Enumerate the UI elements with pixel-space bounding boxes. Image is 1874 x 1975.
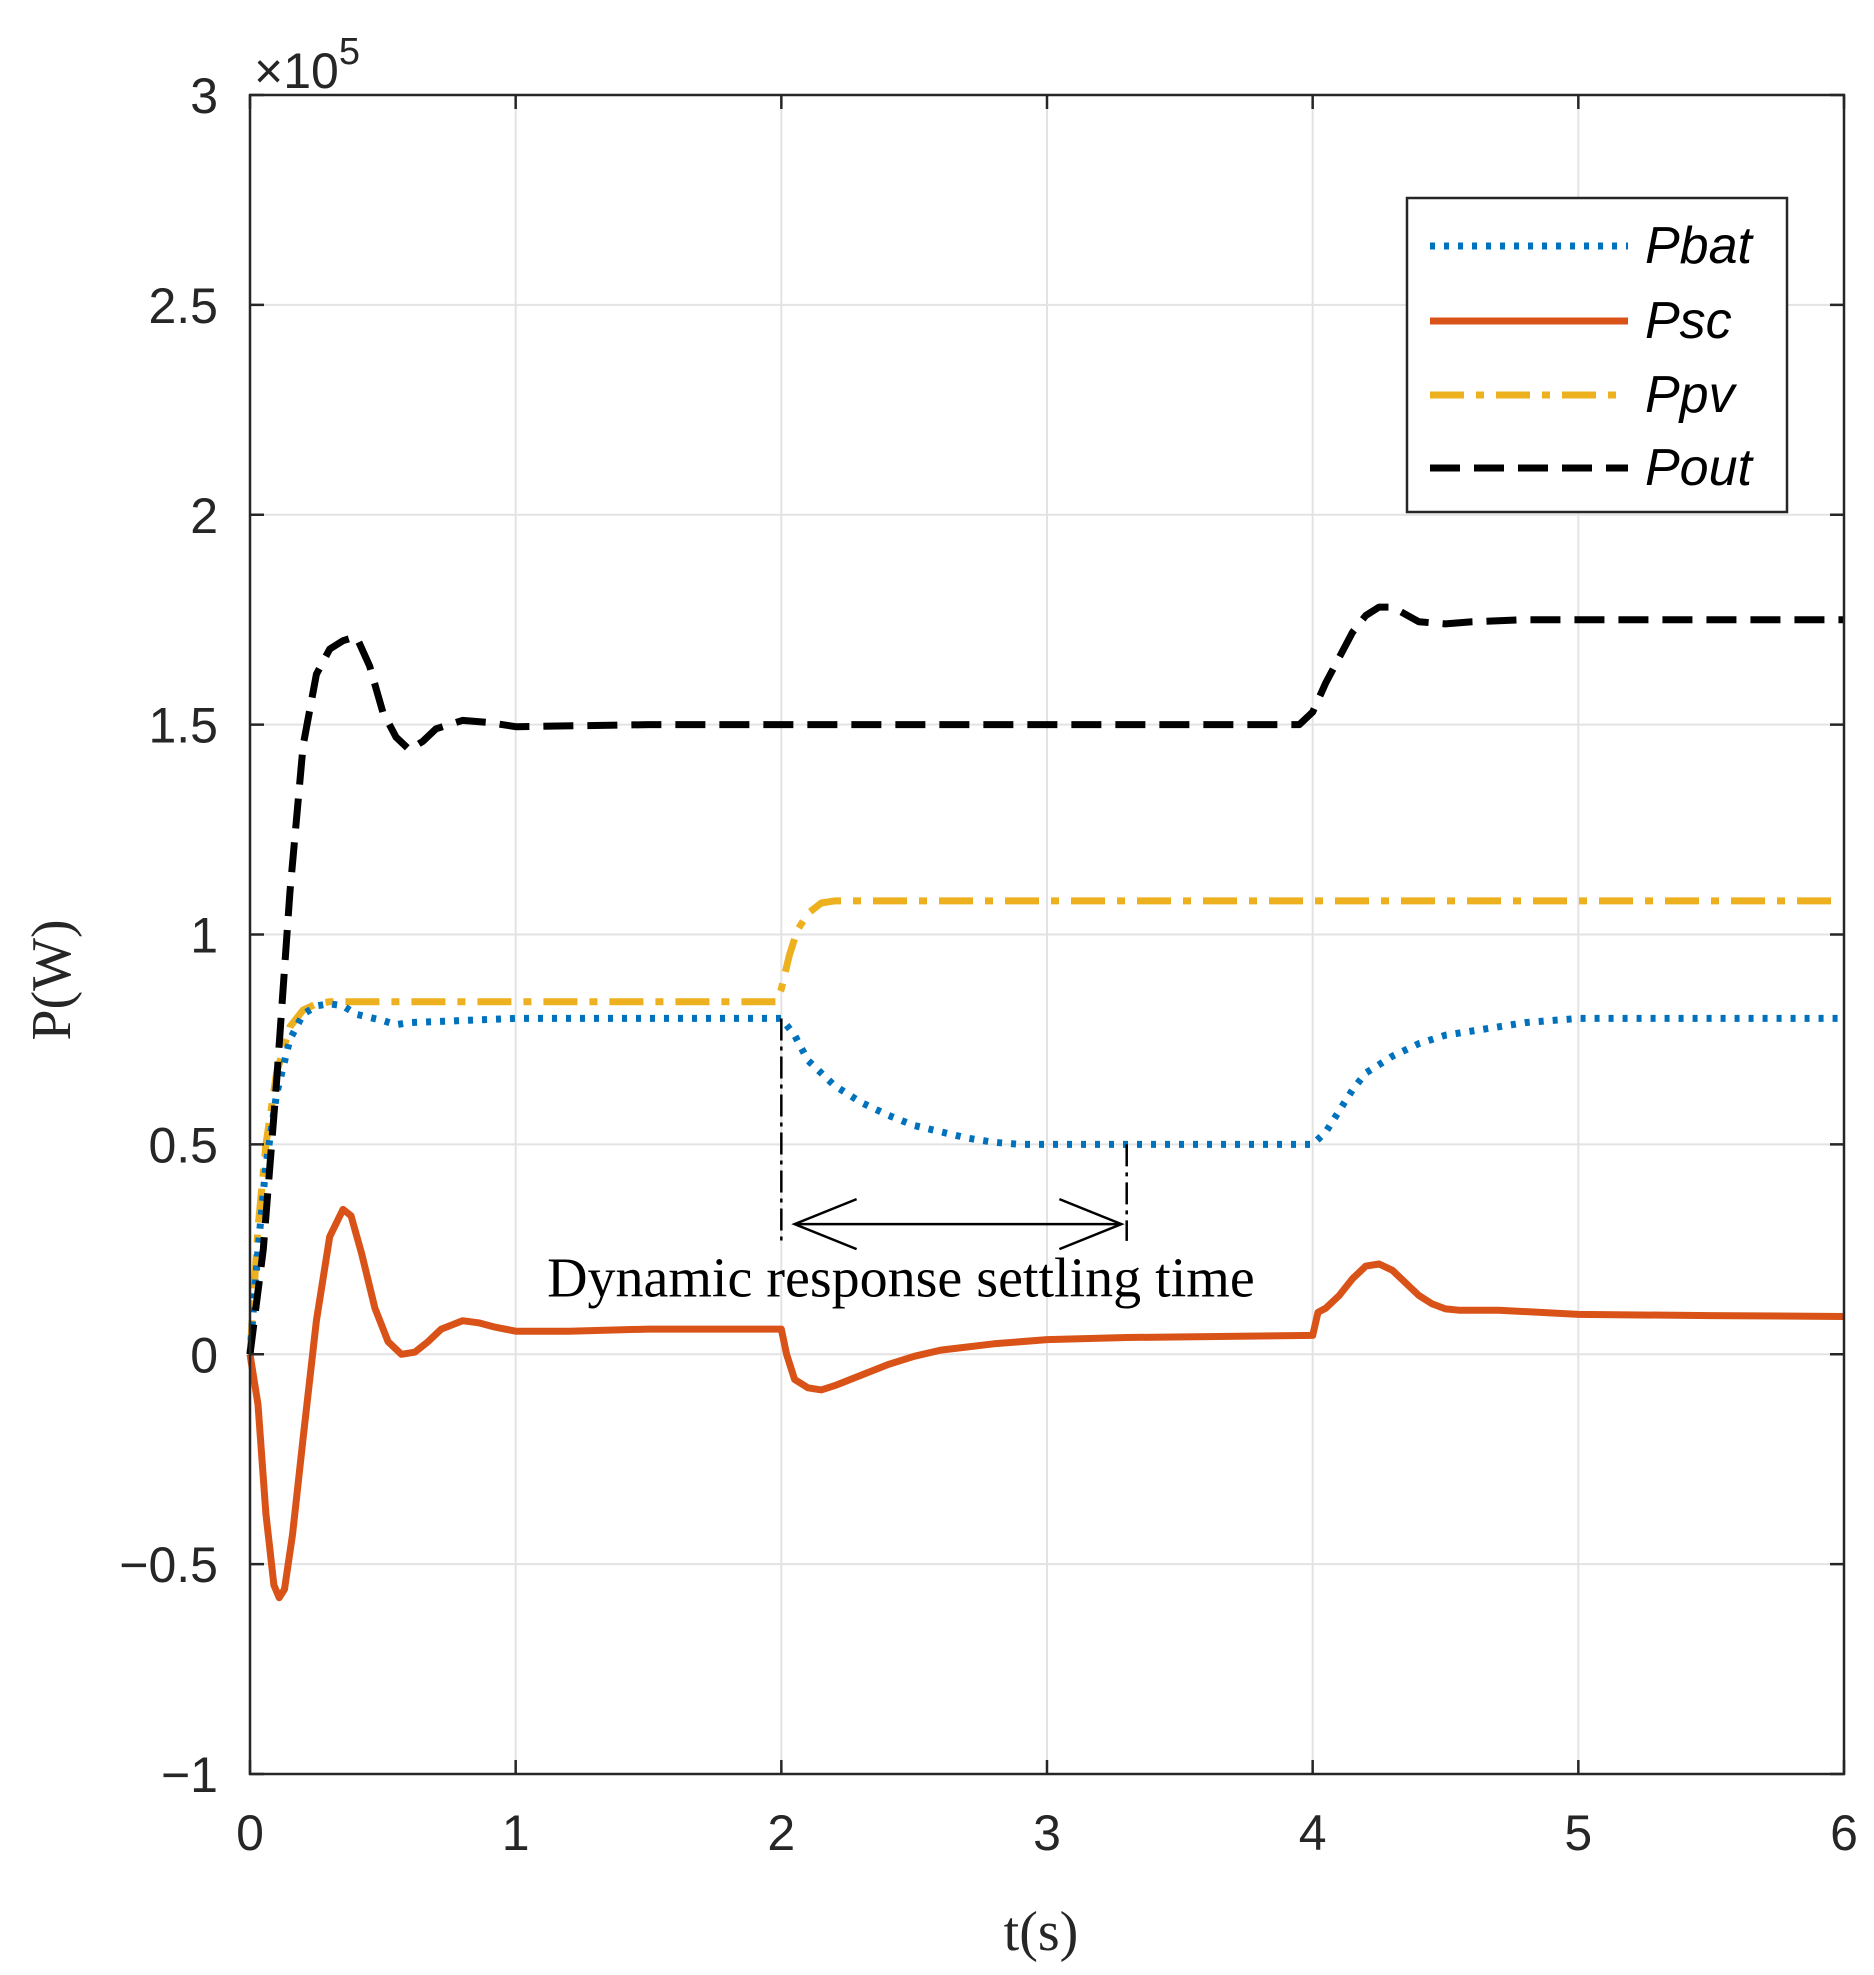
y-tick-label: 2.5 <box>148 278 218 334</box>
y-tick-label: 1.5 <box>148 698 218 754</box>
x-tick-label: 1 <box>502 1805 530 1861</box>
y-tick-label: 0.5 <box>148 1117 218 1173</box>
x-tick-label: 6 <box>1830 1805 1858 1861</box>
y-exponent-label: ×105 <box>254 31 360 99</box>
y-tick-label: 0 <box>190 1327 218 1383</box>
y-tick-label: 2 <box>190 488 218 544</box>
axis-ticks: 0 1 2 3 4 5 6 −1 −0.5 0 0.5 1 1.5 2 2.5 3 <box>119 68 1858 1861</box>
y-exponent-power: 5 <box>339 31 360 73</box>
legend-box <box>1405 196 1789 514</box>
series-line-psc <box>246 1205 1845 1602</box>
settling-arrow-head-left <box>791 1197 858 1251</box>
y-tick-label: −1 <box>161 1747 218 1803</box>
series-line-pbat <box>246 1000 1844 1355</box>
x-tick-label: 5 <box>1564 1805 1592 1861</box>
y-tick-label: 1 <box>190 908 218 964</box>
y-axis-title: P(W) <box>21 919 83 1040</box>
x-tick-label: 3 <box>1033 1805 1061 1861</box>
y-tick-label: 3 <box>190 68 218 124</box>
x-axis-title: t(s) <box>1004 1901 1079 1963</box>
settling-markers <box>780 1018 1128 1251</box>
settling-arrow-head-right <box>1058 1197 1125 1251</box>
series-line-pout <box>246 603 1844 1355</box>
legend-label-pbat: Pbat <box>1645 217 1755 275</box>
y-tick-label: −0.5 <box>119 1537 218 1593</box>
y-exponent-base: ×10 <box>254 43 339 99</box>
legend-label-psc: Psc <box>1645 292 1732 350</box>
series-group <box>246 603 1845 1602</box>
x-tick-label: 4 <box>1299 1805 1327 1861</box>
x-tick-label: 2 <box>767 1805 795 1861</box>
legend-label-pout: Pout <box>1645 439 1755 497</box>
x-tick-label: 0 <box>236 1805 264 1861</box>
legend-label-ppv: Ppv <box>1645 366 1738 424</box>
settling-time-annotation: Dynamic response settling time <box>547 1248 1255 1310</box>
legend: Pbat Psc Ppv Pout <box>1405 196 1789 514</box>
